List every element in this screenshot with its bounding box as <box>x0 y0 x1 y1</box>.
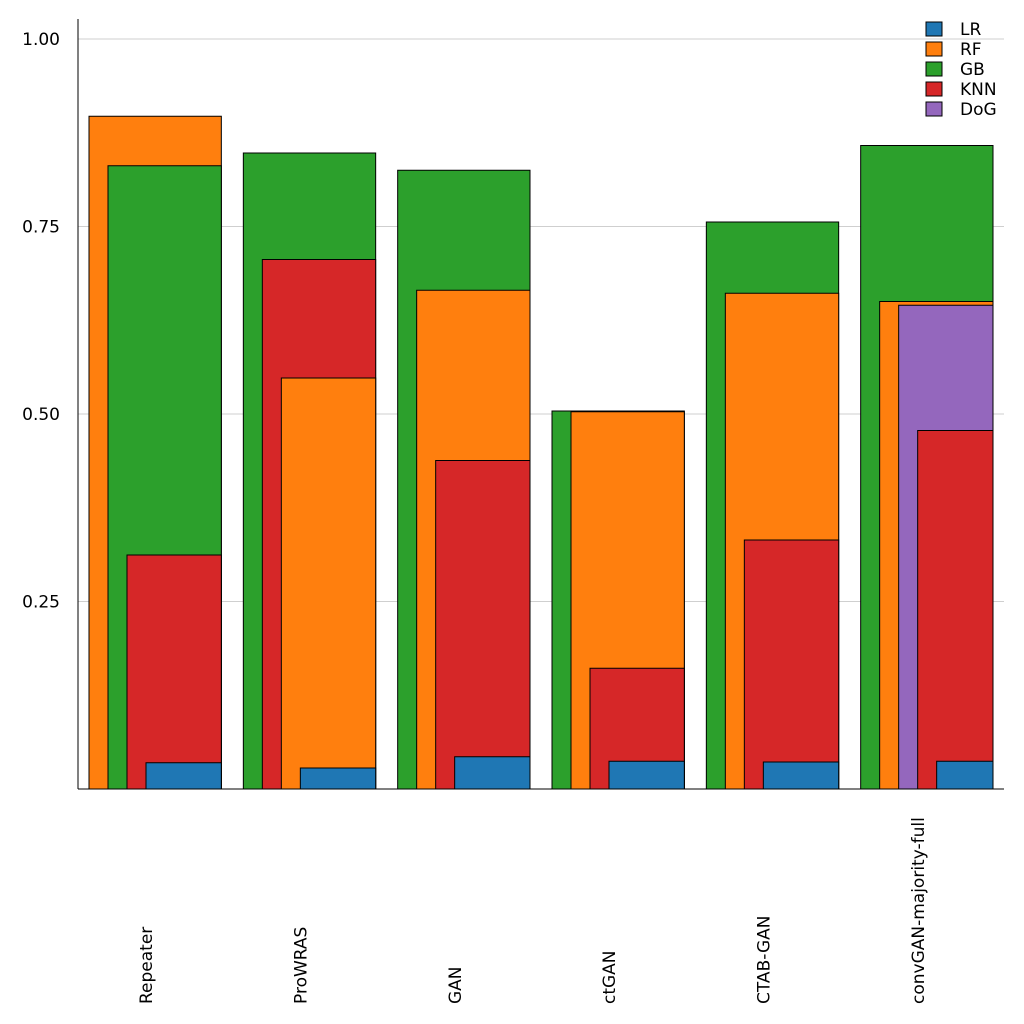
legend-label: GB <box>960 60 985 80</box>
legend-swatch-gb <box>925 61 943 77</box>
bar-lr-4 <box>762 761 840 790</box>
bar-knn-5 <box>917 430 994 790</box>
legend-label: KNN <box>960 80 997 100</box>
bar-lr-2 <box>454 756 531 790</box>
x-tick-label: ctGAN <box>600 950 620 1004</box>
bar-lr-0 <box>145 762 222 790</box>
y-tick-label: 0.50 <box>22 405 60 425</box>
bar-knn-2 <box>435 460 531 790</box>
legend-label: LR <box>960 20 981 40</box>
bars <box>88 115 994 790</box>
bar-lr-5 <box>936 760 994 790</box>
y-tick-label: 0.25 <box>22 593 60 613</box>
x-tick-label: CTAB-GAN <box>755 915 775 1004</box>
legend-swatch-rf <box>925 41 943 57</box>
x-tick-label: Repeater <box>137 927 157 1004</box>
y-tick-label: 0.75 <box>22 218 60 238</box>
x-tick-label: convGAN-majority-full <box>909 817 929 1004</box>
x-axis-labels: Repeater ProWRAS GAN ctGAN CTAB-GAN convGAN-m… <box>137 817 929 1004</box>
legend-label: DoG <box>960 100 997 120</box>
legend-label: RF <box>960 40 982 60</box>
legend-swatch-dog <box>925 101 943 117</box>
bar-knn-0 <box>126 554 222 790</box>
legend-swatch-knn <box>925 81 943 97</box>
x-tick-label: ProWRAS <box>292 927 312 1004</box>
y-axis-ticks: 0.25 0.50 0.75 1.00 <box>22 30 60 613</box>
bar-lr-3 <box>608 760 685 790</box>
grid-lines <box>78 38 1004 602</box>
legend-swatch-lr <box>925 21 943 37</box>
x-tick-label: GAN <box>446 966 466 1004</box>
bar-lr-1 <box>299 767 377 790</box>
bar-knn-4 <box>743 539 840 790</box>
axes <box>77 19 1004 790</box>
bar-rf-1 <box>280 377 377 790</box>
y-tick-label: 1.00 <box>22 30 60 50</box>
